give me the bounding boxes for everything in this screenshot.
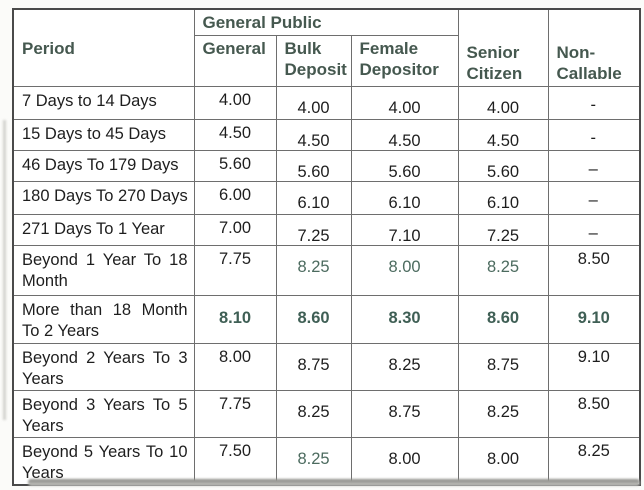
rate-cell: 8.00 bbox=[350, 437, 459, 486]
column-header-bulk-deposit: Bulk Deposit bbox=[275, 35, 352, 87]
rate-cell: 4.50 bbox=[193, 119, 277, 151]
table-row: More than 18 Month To 2 Years 8.10 8.60 8.3… bbox=[12, 295, 641, 344]
rate-cell: 8.50 bbox=[547, 245, 641, 296]
column-header-female-depositor: Female Depositor bbox=[350, 35, 459, 87]
table-header: Period General Public Senior Citizen Non… bbox=[12, 8, 641, 87]
rate-cell: 4.00 bbox=[350, 86, 459, 120]
rate-cell: 6.00 bbox=[193, 181, 277, 215]
rate-cell: 8.25 bbox=[350, 343, 459, 391]
rate-cell: 7.75 bbox=[193, 390, 277, 438]
column-header-general: General bbox=[193, 35, 277, 87]
rate-cell: 5.60 bbox=[457, 150, 549, 182]
rate-cell: 8.25 bbox=[275, 437, 352, 486]
column-header-non-callable: Non-Callable bbox=[547, 8, 641, 87]
period-cell: 180 Days To 270 Days bbox=[12, 181, 195, 215]
period-cell: 7 Days to 14 Days bbox=[12, 86, 195, 120]
rate-cell: 4.50 bbox=[457, 119, 549, 151]
rate-cell: 8.25 bbox=[275, 390, 352, 438]
rate-cell-empty: – bbox=[547, 214, 641, 246]
rate-cell-empty: - bbox=[547, 86, 641, 120]
column-header-period: Period bbox=[12, 8, 195, 87]
table-row: Beyond 2 Years To 3 Years 8.00 8.75 8.25 8.7… bbox=[12, 343, 641, 391]
rate-cell: 7.25 bbox=[275, 214, 352, 246]
period-cell: Beyond 5 Years To 10 Years bbox=[12, 437, 195, 486]
rate-cell: 5.60 bbox=[193, 150, 277, 182]
rate-cell: 7.10 bbox=[350, 214, 459, 246]
period-cell: Beyond 3 Years To 5 Years bbox=[12, 390, 195, 438]
rate-cell: 5.60 bbox=[275, 150, 352, 182]
rate-cell: 4.00 bbox=[457, 86, 549, 120]
table-row: 15 Days to 45 Days 4.50 4.50 4.50 4.50- bbox=[12, 119, 641, 151]
table-row: Beyond 3 Years To 5 Years 7.75 8.25 8.75 8.2… bbox=[12, 390, 641, 438]
rate-cell: 8.50 bbox=[547, 390, 641, 438]
rate-cell: 8.00 bbox=[457, 437, 549, 486]
period-cell: More than 18 Month To 2 Years bbox=[12, 295, 195, 344]
table-row: Beyond 1 Year To 18 Month 7.75 8.25 8.00 8.2… bbox=[12, 245, 641, 296]
rate-cell: 6.10 bbox=[275, 181, 352, 215]
rate-cell: 4.00 bbox=[193, 86, 277, 120]
rate-cell: 8.25 bbox=[275, 245, 352, 296]
rate-cell: 8.25 bbox=[457, 245, 549, 296]
rate-cell-empty: - bbox=[547, 119, 641, 151]
column-header-senior-citizen: Senior Citizen bbox=[457, 8, 549, 87]
column-header-general-public: General Public bbox=[193, 8, 459, 36]
rate-cell: 5.60 bbox=[350, 150, 459, 182]
rate-cell: 7.75 bbox=[193, 245, 277, 296]
rate-cell: 8.00 bbox=[193, 343, 277, 391]
rate-cell: 8.75 bbox=[350, 390, 459, 438]
rate-cell: 8.00 bbox=[350, 245, 459, 296]
rate-cell: 6.10 bbox=[350, 181, 459, 215]
rate-cell: 6.10 bbox=[457, 181, 549, 215]
deposit-rates-table: Period General Public Senior Citizen Non… bbox=[12, 8, 641, 486]
rate-cell: 9.10 bbox=[547, 295, 641, 344]
rate-cell: 8.25 bbox=[457, 390, 549, 438]
period-cell: 271 Days To 1 Year bbox=[12, 214, 195, 246]
scan-artifact-left bbox=[3, 120, 6, 420]
rate-cell: 8.60 bbox=[457, 295, 549, 344]
period-cell: 46 Days To 179 Days bbox=[12, 150, 195, 182]
rate-cell: 7.00 bbox=[193, 214, 277, 246]
rate-cell: 8.10 bbox=[193, 295, 277, 344]
period-cell: Beyond 1 Year To 18 Month bbox=[12, 245, 195, 296]
period-cell: 15 Days to 45 Days bbox=[12, 119, 195, 151]
rate-cell-empty: – bbox=[547, 150, 641, 182]
rate-cell-empty: – bbox=[547, 181, 641, 215]
rate-cell: 4.50 bbox=[350, 119, 459, 151]
rate-cell: 9.10 bbox=[547, 343, 641, 391]
table-row: 180 Days To 270 Days 6.00 6.10 6.10 6.10– bbox=[12, 181, 641, 215]
table-row: Beyond 5 Years To 10 Years 7.50 8.25 8.00 8.… bbox=[12, 437, 641, 486]
rate-cell: 4.00 bbox=[275, 86, 352, 120]
period-cell: Beyond 2 Years To 3 Years bbox=[12, 343, 195, 391]
rate-cell: 7.50 bbox=[193, 437, 277, 486]
rate-cell: 8.60 bbox=[275, 295, 352, 344]
table-row: 271 Days To 1 Year 7.00 7.25 7.10 7.25– bbox=[12, 214, 641, 246]
rate-cell: 8.75 bbox=[275, 343, 352, 391]
rate-cell: 8.25 bbox=[547, 437, 641, 486]
rate-cell: 7.25 bbox=[457, 214, 549, 246]
table-row: 7 Days to 14 Days 4.00 4.00 4.00 4.00- bbox=[12, 86, 641, 120]
table-row: 46 Days To 179 Days 5.60 5.60 5.60 5.60– bbox=[12, 150, 641, 182]
rate-cell: 8.75 bbox=[457, 343, 549, 391]
rates-table-body: 7 Days to 14 Days 4.00 4.00 4.00 4.00-15 Day… bbox=[12, 86, 641, 486]
rate-cell: 8.30 bbox=[350, 295, 459, 344]
scan-artifact-bottom bbox=[28, 479, 640, 486]
rate-cell: 4.50 bbox=[275, 119, 352, 151]
